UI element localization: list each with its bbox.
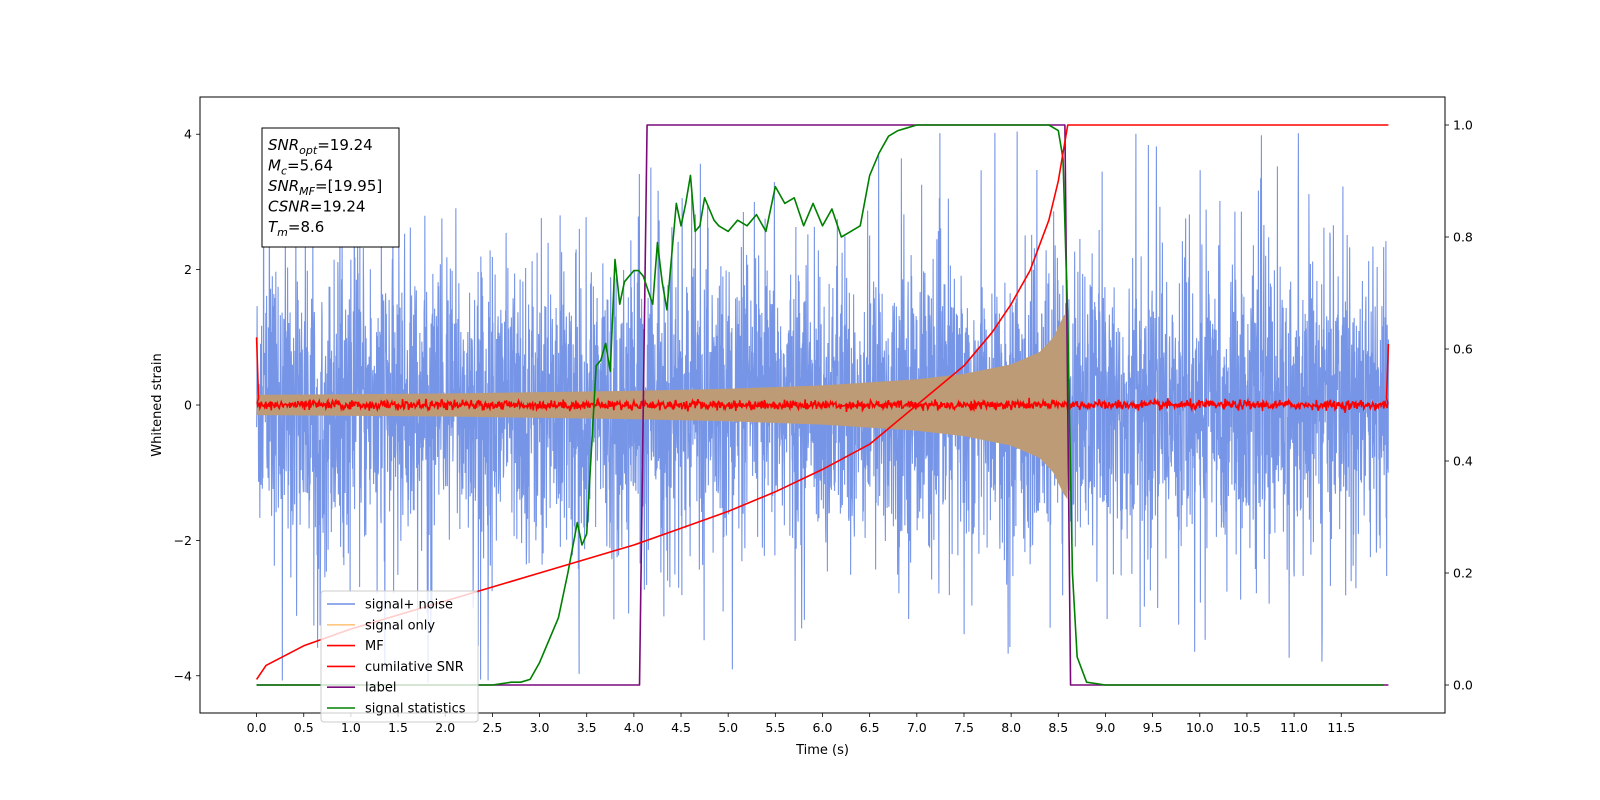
right-y-tick-label: 0.8 [1453, 230, 1473, 245]
x-tick-label: 10.0 [1186, 720, 1214, 735]
right-y-tick-label: 0.2 [1453, 566, 1473, 581]
series-signal-statistics [256, 124, 1384, 686]
x-tick-label: 5.5 [765, 720, 785, 735]
x-tick-label: 5.0 [718, 720, 738, 735]
annotation-line: Tm=8.6 [268, 218, 324, 239]
y-tick-label: 4 [184, 127, 192, 142]
x-tick-label: 8.5 [1048, 720, 1068, 735]
y-tick-label: −2 [174, 533, 192, 548]
x-tick-label: 2.0 [435, 720, 455, 735]
legend-label: signal only [365, 618, 435, 633]
x-tick-label: 11.5 [1327, 720, 1355, 735]
legend-label: cumilative SNR [365, 660, 464, 675]
x-tick-label: 0.0 [247, 720, 267, 735]
right-y-tick-label: 0.0 [1453, 678, 1473, 693]
annotation-line: SNRMF=[19.95] [268, 177, 382, 198]
x-tick-label: 3.0 [530, 720, 550, 735]
right-y-axis-ticks: 0.0 0.2 0.4 0.6 0.8 1.0 [1445, 118, 1473, 693]
annotation-line: CSNR=19.24 [268, 198, 365, 216]
legend-label: label [365, 681, 396, 696]
legend-box [320, 590, 479, 723]
x-axis-ticks: 0.0 0.5 1.0 1.5 2.0 2.5 3.0 3.5 4.0 4.5 5.0 5.5 6.0 6… [247, 713, 1355, 735]
x-tick-label: 9.0 [1096, 720, 1116, 735]
y-tick-label: 0 [184, 398, 192, 413]
right-y-tick-label: 1.0 [1453, 118, 1473, 133]
x-axis-label: Time (s) [795, 743, 849, 758]
y-tick-label: −4 [174, 668, 192, 683]
stats-annotation-box: SNRopt=19.24Mc=5.64SNRMF=[19.95]CSNR=19.… [261, 127, 400, 248]
legend: signal+ noise signal only MF cumilative SNR… [320, 590, 479, 723]
series-signal-only [256, 310, 1069, 500]
y-axis-label: Whitened strain [150, 353, 165, 456]
x-tick-label: 2.5 [482, 720, 502, 735]
legend-label: MF [365, 639, 384, 654]
y-axis-ticks: −4 −2 0 2 4 [174, 127, 200, 683]
x-tick-label: 11.0 [1280, 720, 1308, 735]
right-y-tick-label: 0.4 [1453, 454, 1473, 469]
x-tick-label: 0.5 [294, 720, 314, 735]
x-tick-label: 10.5 [1233, 720, 1261, 735]
x-tick-label: 3.5 [577, 720, 597, 735]
y-tick-label: 2 [184, 262, 192, 277]
x-tick-label: 9.5 [1143, 720, 1163, 735]
x-tick-label: 4.0 [624, 720, 644, 735]
legend-label: signal+ noise [365, 598, 453, 613]
annotation-line: SNRopt=19.24 [268, 136, 373, 157]
x-tick-label: 4.5 [671, 720, 691, 735]
annotation-line: Mc=5.64 [268, 157, 333, 178]
annotation-box [261, 127, 400, 248]
x-tick-label: 6.5 [860, 720, 880, 735]
x-tick-label: 7.0 [907, 720, 927, 735]
right-y-tick-label: 0.6 [1453, 342, 1473, 357]
x-tick-label: 1.0 [341, 720, 361, 735]
x-tick-label: 6.0 [813, 720, 833, 735]
legend-label: signal statistics [365, 702, 466, 717]
x-tick-label: 1.5 [388, 720, 408, 735]
x-tick-label: 8.0 [1001, 720, 1021, 735]
series-mf [255, 337, 1390, 413]
x-tick-label: 7.5 [954, 720, 974, 735]
